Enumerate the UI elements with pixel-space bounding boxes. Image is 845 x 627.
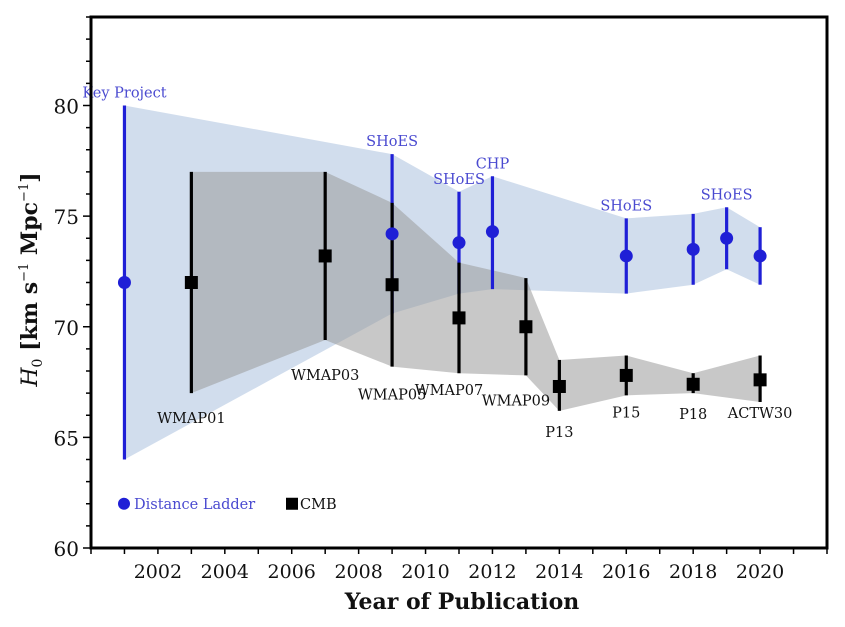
x-tick-label: 2002 <box>134 561 182 583</box>
annotation-label: SHoES <box>600 198 652 214</box>
y-axis-symbol-sub: 0 <box>30 359 46 368</box>
marker-cmb <box>552 379 566 393</box>
x-tick-label: 2010 <box>401 561 449 583</box>
annotation-label: P13 <box>545 425 573 441</box>
annotation-label: ACTW30 <box>727 406 793 422</box>
x-tick-label: 2016 <box>602 561 650 583</box>
marker-distance-ladder <box>452 236 466 250</box>
legend-marker-distance-ladder <box>118 497 130 510</box>
marker-cmb <box>753 373 767 387</box>
data-markers <box>117 225 767 393</box>
annotation-label: WMAP07 <box>415 383 483 399</box>
band-cmb <box>191 171 761 411</box>
x-tick-label: 2018 <box>669 561 717 583</box>
y-axis: 60 65 70 75 80 <box>54 16 91 561</box>
x-axis: 2002 2004 2006 2008 2010 2012 2014 2016 2018 2020 <box>90 548 828 583</box>
legend-label-cmb: CMB <box>300 497 337 513</box>
annotation-label: P18 <box>679 407 707 423</box>
legend: Distance Ladder CMB <box>118 497 337 513</box>
marker-cmb <box>686 377 700 391</box>
y-axis-unit-exp2: −1 <box>17 183 32 202</box>
marker-cmb <box>184 276 198 289</box>
marker-distance-ladder <box>385 227 399 241</box>
annotation-label: Key Project <box>82 86 166 102</box>
annotation-label: WMAP01 <box>157 411 225 427</box>
marker-distance-ladder <box>117 276 131 289</box>
x-axis-title: Year of Publication <box>344 589 580 615</box>
x-tick-label: 2014 <box>535 561 583 583</box>
marker-cmb <box>318 249 332 263</box>
x-tick-label: 2020 <box>736 561 784 583</box>
uncertainty-bands <box>124 105 761 460</box>
marker-distance-ladder <box>619 249 633 263</box>
x-tick-label: 2012 <box>468 561 516 583</box>
y-axis-title: H0 [km s−1 Mpc−1] <box>17 172 46 387</box>
marker-distance-ladder <box>485 225 499 239</box>
marker-distance-ladder <box>753 249 767 263</box>
annotation-label: WMAP03 <box>291 368 359 384</box>
y-axis-unit-mid: Mpc <box>17 202 43 263</box>
x-tick-label: 2006 <box>268 561 316 583</box>
marker-distance-ladder <box>720 231 734 245</box>
marker-distance-ladder <box>686 242 700 256</box>
y-axis-symbol: H <box>18 367 43 388</box>
marker-cmb <box>452 311 466 325</box>
annotation-label: CHP <box>476 156 510 172</box>
marker-cmb <box>519 320 533 334</box>
annotation-label: SHoES <box>366 134 418 150</box>
y-axis-unit-post: ] <box>17 172 43 182</box>
x-tick-label: 2004 <box>201 561 249 583</box>
point-annotations: Key ProjectSHoESSHoESCHPSHoESSHoESWMAP01… <box>82 86 792 441</box>
annotation-label: SHoES <box>701 187 753 203</box>
marker-cmb <box>619 368 633 382</box>
y-axis-unit-pre: [km s <box>17 282 43 359</box>
legend-marker-cmb <box>286 497 298 510</box>
annotation-label: P15 <box>612 405 640 421</box>
y-tick-label: 75 <box>54 205 79 229</box>
marker-cmb <box>385 278 399 292</box>
y-tick-label: 60 <box>54 537 79 561</box>
annotation-label: SHoES <box>433 172 485 188</box>
y-tick-label: 65 <box>54 426 79 450</box>
y-tick-label: 80 <box>54 95 79 119</box>
legend-label-distance-ladder: Distance Ladder <box>134 497 255 513</box>
y-axis-unit-exp1: −1 <box>17 263 32 282</box>
annotation-label: WMAP09 <box>482 393 550 409</box>
y-tick-label: 70 <box>54 316 79 340</box>
x-tick-label: 2008 <box>334 561 382 583</box>
annotation-label: WMAP05 <box>358 388 426 404</box>
